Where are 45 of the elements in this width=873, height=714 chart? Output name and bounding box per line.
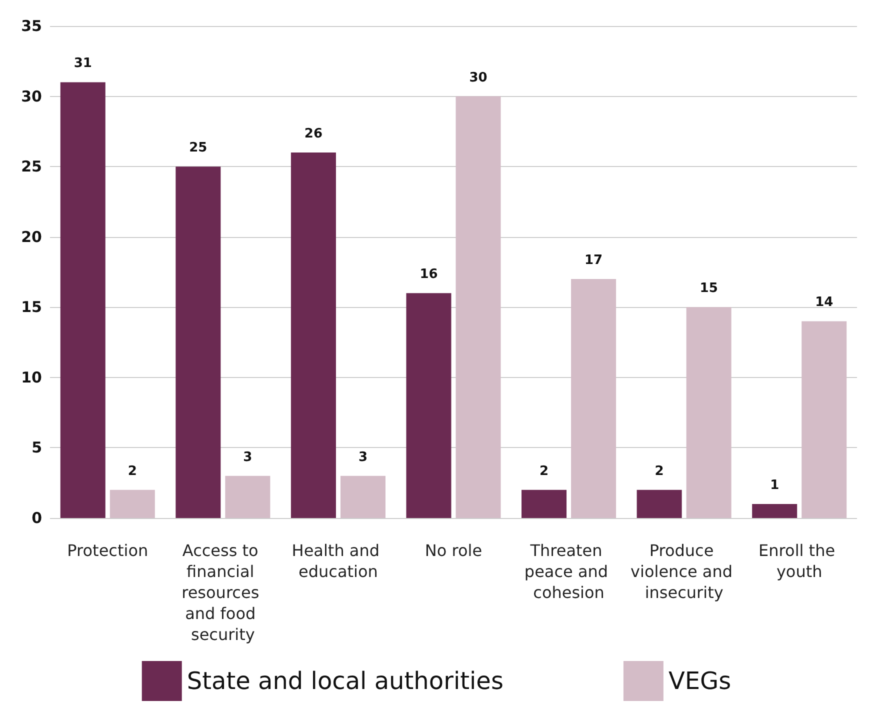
- bar: [225, 476, 270, 518]
- data-label: 15: [700, 281, 718, 296]
- data-label: 3: [243, 450, 252, 465]
- y-tick-label: 15: [21, 298, 42, 316]
- x-tick-label: Enroll the youth: [758, 541, 840, 581]
- bar: [340, 476, 386, 518]
- data-label: 2: [654, 464, 664, 479]
- bar: [110, 490, 155, 518]
- x-tick-label: Threaten peace and cohesion: [524, 541, 614, 602]
- data-label: 2: [540, 464, 549, 479]
- data-label: 14: [815, 295, 834, 310]
- x-tick-label: Access to financial resources and food security: [182, 541, 264, 644]
- data-label: 2: [128, 464, 137, 479]
- bar: [456, 96, 501, 518]
- bar: [290, 152, 336, 518]
- bar: [60, 82, 106, 518]
- y-tick-label: 25: [21, 158, 42, 176]
- y-tick-label: 5: [32, 438, 42, 457]
- data-label: 26: [304, 126, 322, 142]
- data-label: 16: [420, 267, 438, 282]
- data-label: 31: [74, 56, 92, 72]
- y-tick-label: 20: [21, 228, 42, 246]
- y-tick-label: 10: [21, 368, 42, 386]
- legend-label: VEGs: [668, 667, 732, 695]
- bar: [802, 321, 847, 518]
- x-tick-label: Protection: [67, 541, 148, 560]
- data-label: 30: [469, 70, 488, 86]
- x-tick-label: No role: [424, 541, 482, 560]
- legend-label: State and local authorities: [186, 667, 504, 695]
- data-label: 1: [770, 478, 780, 493]
- bar: [636, 490, 682, 518]
- bar: [522, 490, 567, 518]
- bar: [406, 293, 452, 518]
- bar: [686, 307, 732, 518]
- y-tick-label: 30: [21, 87, 42, 106]
- data-label: 17: [584, 253, 603, 268]
- y-tick-label: 35: [21, 17, 42, 35]
- x-tick-label: Health and education: [292, 541, 385, 581]
- x-tick-label: Produce violence and insecurity: [630, 541, 738, 602]
- data-label: 25: [189, 140, 208, 156]
- data-label: 3: [358, 450, 368, 465]
- y-tick-label: 0: [32, 509, 42, 527]
- bar: [571, 279, 616, 518]
- bar: [176, 166, 221, 518]
- bar: [752, 504, 798, 518]
